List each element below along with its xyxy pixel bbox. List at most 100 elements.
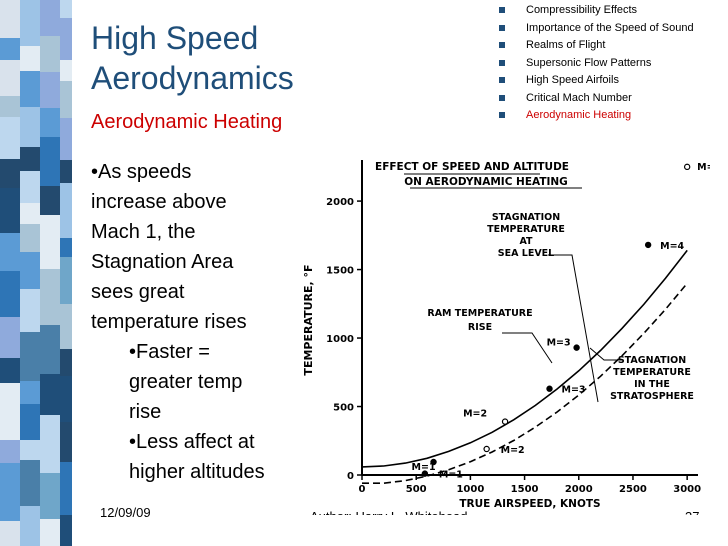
annotation-sea-level: SEA LEVEL xyxy=(498,248,554,259)
chart-title-line2: ON AERODYNAMIC HEATING xyxy=(404,176,568,188)
annotation-ram-rise: RAM TEMPERATURE xyxy=(427,308,532,319)
stripe-block xyxy=(20,440,40,460)
stripe-block xyxy=(20,404,40,440)
mach-label: M=3 xyxy=(562,385,586,396)
x-axis-label: TRUE AIRSPEED, KNOTS xyxy=(459,498,600,510)
stripe-block xyxy=(40,269,60,325)
stripe-block xyxy=(20,332,40,381)
stripe-block xyxy=(60,81,72,118)
x-tick-label: 2000 xyxy=(565,484,593,495)
sub-bullet-line: greater temp xyxy=(129,371,243,393)
topic-item: Aerodynamic Heating xyxy=(495,107,694,125)
stripe-block xyxy=(0,383,20,440)
stripe-block xyxy=(0,117,20,159)
stripe-block xyxy=(0,271,20,317)
footer-date: 12/09/09 xyxy=(100,505,151,520)
stripe-block xyxy=(60,401,72,422)
stripe-block xyxy=(20,0,40,46)
decorative-stripe-pattern xyxy=(0,0,72,546)
stripe-block xyxy=(60,183,72,238)
series-line-stratosphere xyxy=(362,282,688,484)
bullet-line: •As speeds xyxy=(91,161,192,183)
stripe-block xyxy=(40,36,60,72)
mach-point xyxy=(501,418,509,425)
topic-item: Realms of Flight xyxy=(495,37,694,55)
stripe-block xyxy=(40,215,60,269)
stripe-block xyxy=(60,118,72,160)
x-tick-label: 3000 xyxy=(673,484,701,495)
topic-item: High Speed Airfoils xyxy=(495,72,694,90)
y-tick-label: 1500 xyxy=(326,266,354,277)
stripe-block xyxy=(0,96,20,117)
chart-title-line1: EFFECT OF SPEED AND ALTITUDE xyxy=(375,161,569,173)
y-tick-label: 1000 xyxy=(326,334,354,345)
stripe-block xyxy=(60,515,72,546)
stripe-block xyxy=(0,233,20,271)
stripe-block xyxy=(40,415,60,446)
stripe-block xyxy=(0,38,20,60)
stripe-block xyxy=(20,203,40,224)
annotation-leader-ram-rise xyxy=(502,332,553,364)
mach-label: M=3 xyxy=(547,338,571,349)
sub-bullet-speed: •Faster = greater temp rise xyxy=(91,337,306,427)
stripe-block xyxy=(20,224,40,252)
mach-label: M=5 xyxy=(697,162,710,173)
sub-bullet-line: higher altitudes xyxy=(129,461,265,483)
sub-bullet-line: •Less affect at xyxy=(129,431,255,453)
mach-point xyxy=(683,163,691,171)
stripe-block xyxy=(0,60,20,96)
annotation-stratosphere: TEMPERATURE xyxy=(613,367,691,378)
stripe-block xyxy=(40,519,60,546)
slide-title-line1: High Speed xyxy=(91,20,259,56)
mach-label: M=4 xyxy=(660,241,684,252)
topic-item: Critical Mach Number xyxy=(495,90,694,108)
stripe-block xyxy=(60,0,72,18)
stripe-block xyxy=(60,257,72,304)
slide-subtitle: Aerodynamic Heating xyxy=(91,111,283,133)
y-tick-label: 2000 xyxy=(326,197,354,208)
stripe-block xyxy=(20,460,40,506)
stripe-block xyxy=(60,422,72,462)
stripe-block xyxy=(20,381,40,404)
bullet-line: increase above xyxy=(91,191,227,213)
stripe-block xyxy=(60,349,72,376)
stripe-block xyxy=(20,289,40,332)
bullet-text-block: •As speeds increase above Mach 1, the Stagn… xyxy=(91,157,306,487)
stripe-block xyxy=(40,137,60,186)
stripe-block xyxy=(20,171,40,203)
mach-label: M=1 xyxy=(412,462,436,473)
mach-point xyxy=(644,241,652,249)
stripe-block xyxy=(0,521,20,546)
stripe-block xyxy=(40,108,60,137)
annotation-ram-rise: RISE xyxy=(468,322,492,333)
mach-point xyxy=(573,344,580,351)
x-tick-label: 2500 xyxy=(619,484,647,495)
mach-point xyxy=(430,458,437,466)
stripe-block xyxy=(20,46,40,71)
stripe-block xyxy=(60,60,72,81)
stripe-block xyxy=(60,18,72,60)
stripe-block xyxy=(0,440,20,463)
stripe-block xyxy=(0,159,20,188)
x-tick-label: 1000 xyxy=(456,484,484,495)
heating-chart: EFFECT OF SPEED AND ALTITUDE ON AERODYNAM… xyxy=(302,160,710,510)
stripe-block xyxy=(0,0,20,38)
topic-list: Compressibility Effects Importance of the… xyxy=(495,2,694,125)
footer-page-number: 37 xyxy=(685,509,700,524)
annotation-stratosphere: STAGNATION xyxy=(618,355,686,366)
stripe-block xyxy=(0,463,20,521)
slide-title-line2: Aerodynamics xyxy=(91,60,294,96)
x-tick-label: 500 xyxy=(406,484,427,495)
mach-point xyxy=(421,470,429,477)
y-tick-label: 500 xyxy=(333,403,354,414)
x-tick-label: 0 xyxy=(359,484,366,495)
y-tick-label: 0 xyxy=(347,471,354,482)
series-line-sea-level xyxy=(361,249,688,468)
stripe-block xyxy=(40,325,60,374)
y-axis-label: TEMPERATURE, °F xyxy=(302,264,315,375)
x-tick-label: 1500 xyxy=(511,484,539,495)
stripe-block xyxy=(0,317,20,358)
annotation-sea-level: STAGNATION xyxy=(492,212,560,223)
sub-bullet-altitude: •Less affect at higher altitudes xyxy=(91,427,306,487)
stripe-block xyxy=(20,147,40,171)
